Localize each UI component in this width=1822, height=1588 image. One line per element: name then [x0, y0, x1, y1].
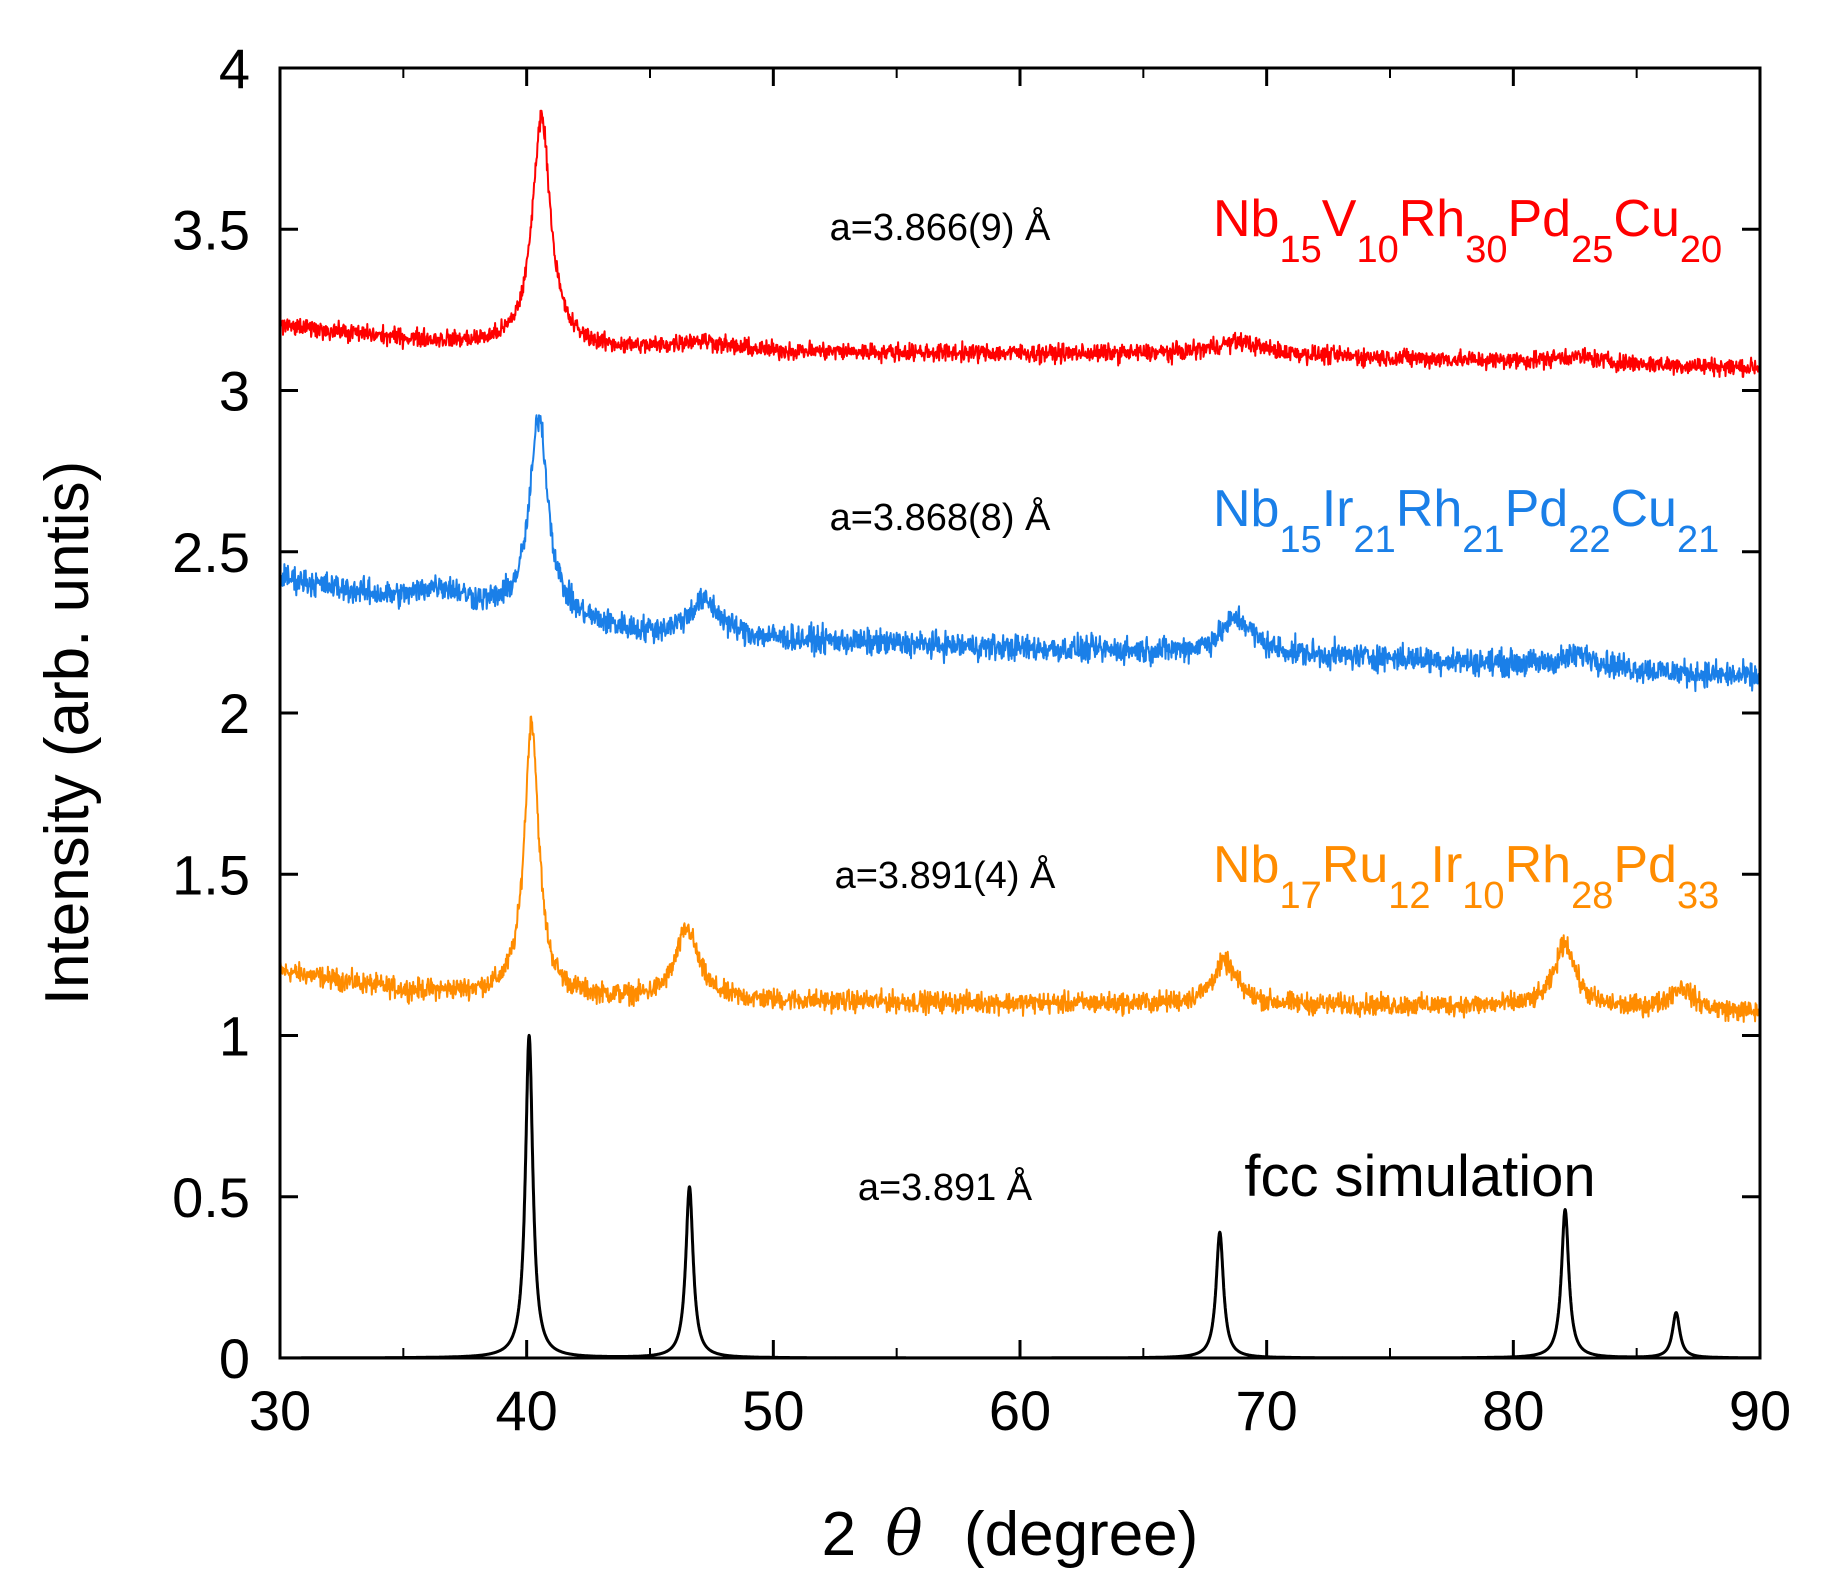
- formula-subscript: 12: [1388, 875, 1430, 917]
- y-tick-label: 2: [219, 682, 250, 745]
- formula-subscript: 15: [1279, 519, 1321, 561]
- formula-element: Ru: [1322, 836, 1388, 894]
- series-line: [279, 414, 1761, 693]
- x-axis-title-prefix: 2: [822, 1500, 856, 1569]
- formula-subscript: 21: [1677, 519, 1719, 561]
- formula-element: Cu: [1610, 480, 1676, 538]
- formula-subscript: 15: [1279, 229, 1321, 271]
- formula-subscript: 20: [1680, 229, 1722, 271]
- series-label: Nb15V10Rh30Pd25Cu20: [1213, 190, 1722, 271]
- series-line: [279, 715, 1761, 1023]
- formula-subscript: 25: [1571, 229, 1613, 271]
- series-label: Nb17Ru12Ir10Rh28Pd33: [1213, 836, 1719, 917]
- formula-element: Pd: [1505, 480, 1569, 538]
- x-tick-label: 40: [496, 1379, 558, 1442]
- series-label: fcc simulation: [1244, 1144, 1595, 1209]
- y-tick-label: 3: [219, 360, 250, 423]
- lattice-annotation: a=3.866(9) Å: [830, 205, 1051, 249]
- formula-element: Nb: [1213, 836, 1279, 894]
- y-axis-title: Intensity (arb. untis): [33, 461, 102, 1005]
- formula-element: Pd: [1508, 190, 1572, 248]
- series-line: [279, 109, 1761, 378]
- x-tick-label: 30: [249, 1379, 311, 1442]
- x-axis-title: 2 θ (degree): [822, 1497, 1199, 1570]
- lattice-annotation: a=3.891(4) Å: [835, 853, 1056, 897]
- x-tick-label: 50: [742, 1379, 804, 1442]
- formula-element: Rh: [1505, 836, 1571, 894]
- labels-layer: 30 40 50 60 70 80 90 0 0.5 1 1.5 2 2.5 3 3.5 4: [172, 37, 1791, 1442]
- formula-element: Rh: [1396, 480, 1462, 538]
- formula-element: Nb: [1213, 480, 1279, 538]
- y-tick-label: 4: [219, 37, 250, 100]
- lattice-annotation: a=3.891 Å: [858, 1165, 1033, 1209]
- formula-subscript: 22: [1568, 519, 1610, 561]
- formula-element: Cu: [1613, 190, 1679, 248]
- y-tick-label: 1: [219, 1005, 250, 1068]
- x-tick-label: 70: [1236, 1379, 1298, 1442]
- series-label: Nb15Ir21Rh21Pd22Cu21: [1213, 480, 1719, 561]
- x-axis-title-suffix: (degree): [964, 1500, 1198, 1569]
- formula-subscript: 21: [1354, 519, 1396, 561]
- x-tick-label: 80: [1482, 1379, 1544, 1442]
- x-tick-label: 90: [1729, 1379, 1791, 1442]
- y-tick-label: 3.5: [172, 198, 250, 261]
- x-tick-label: 60: [989, 1379, 1051, 1442]
- formula-subscript: 10: [1462, 875, 1504, 917]
- y-tick-label: 1.5: [172, 843, 250, 906]
- ticks-layer: [278, 66, 1762, 1360]
- formula-subscript: 17: [1279, 875, 1321, 917]
- y-tick-label: 2.5: [172, 521, 250, 584]
- y-tick-label: 0: [219, 1327, 250, 1390]
- formula-element: Ir: [1431, 836, 1463, 894]
- formula-element: Pd: [1613, 836, 1677, 894]
- formula-subscript: 10: [1356, 229, 1398, 271]
- x-axis-title-symbol: θ: [885, 1497, 922, 1570]
- formula-element: V: [1322, 190, 1357, 248]
- formula-element: Rh: [1399, 190, 1465, 248]
- formula-subscript: 30: [1465, 229, 1507, 271]
- lattice-annotation: a=3.868(8) Å: [830, 495, 1051, 539]
- formula-subscript: 33: [1677, 875, 1719, 917]
- y-tick-label: 0.5: [172, 1166, 250, 1229]
- formula-subscript: 21: [1462, 519, 1504, 561]
- formula-element: Nb: [1213, 190, 1279, 248]
- formula-subscript: 28: [1571, 875, 1613, 917]
- formula-element: Ir: [1322, 480, 1354, 538]
